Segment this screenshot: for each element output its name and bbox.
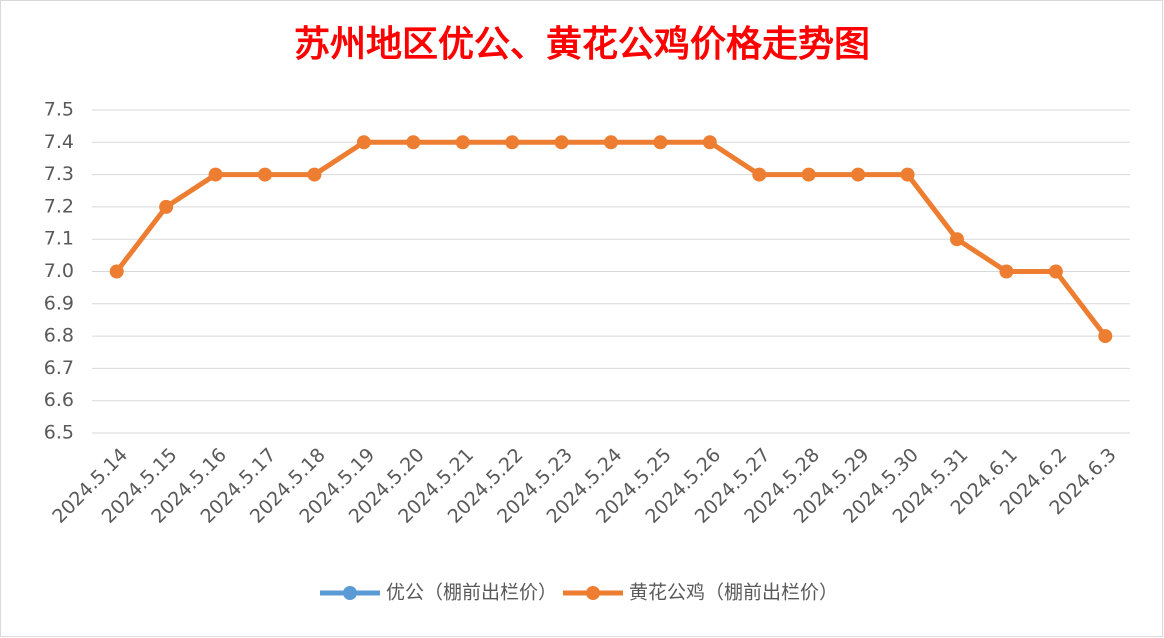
y-tick-label: 6.9 (44, 292, 74, 314)
data-point (702, 135, 717, 150)
data-point (356, 135, 371, 150)
y-tick-label: 7.1 (44, 228, 74, 250)
y-tick-label: 7.3 (44, 163, 74, 185)
data-point (554, 135, 569, 150)
data-point (950, 232, 964, 247)
data-point (999, 264, 1014, 279)
legend-swatch-marker (586, 586, 600, 600)
data-point (505, 135, 520, 150)
data-point (307, 167, 322, 182)
y-tick-label: 7.4 (44, 131, 74, 153)
y-tick-label: 7.5 (44, 99, 74, 121)
data-point (1048, 264, 1063, 279)
data-point (406, 135, 421, 150)
y-tick-label: 6.5 (44, 422, 74, 444)
y-tick-label: 6.8 (44, 325, 74, 347)
data-point (801, 167, 816, 182)
data-point (851, 167, 866, 182)
chart-title: 苏州地区优公、黄花公鸡价格走势图 (294, 23, 870, 65)
y-tick-label: 6.6 (44, 389, 74, 411)
data-point (159, 199, 174, 214)
data-point (109, 264, 124, 279)
legend-label: 黄花公鸡（棚前出栏价） (629, 582, 838, 604)
y-tick-label: 6.7 (44, 357, 74, 379)
data-point (653, 135, 668, 150)
data-point (455, 135, 470, 150)
data-point (208, 167, 223, 182)
legend-swatch-marker (343, 586, 357, 600)
y-tick-label: 7.0 (44, 260, 74, 282)
data-point (752, 167, 767, 182)
data-point (900, 167, 915, 182)
data-point (604, 135, 618, 150)
data-point (1098, 329, 1113, 344)
legend-label: 优公（棚前出栏价） (386, 582, 557, 604)
data-point (258, 167, 272, 182)
y-tick-label: 7.2 (44, 195, 74, 217)
